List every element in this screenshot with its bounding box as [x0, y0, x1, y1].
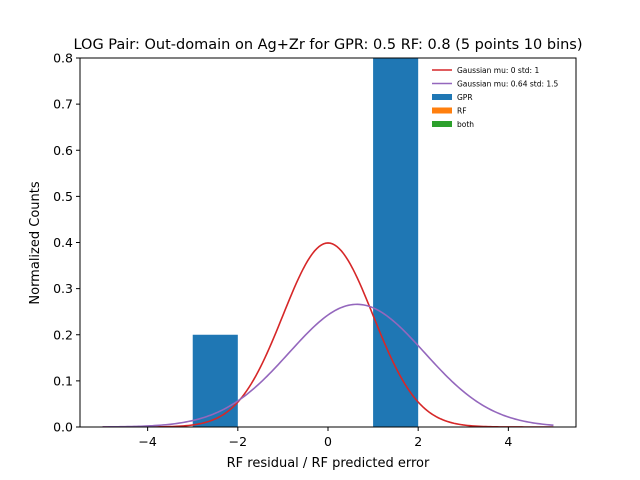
- gaussian-curve-2: [102, 303, 554, 427]
- x-tick-label: 2: [414, 434, 422, 449]
- y-tick-label: 0.3: [53, 281, 73, 296]
- legend: Gaussian mu: 0 std: 1 Gaussian mu: 0.64 s…: [432, 66, 559, 129]
- legend-patch-3: [432, 94, 452, 100]
- legend-patch-4: [432, 107, 452, 114]
- gaussian-curve-1: [102, 242, 554, 427]
- legend-label-3: GPR: [457, 93, 473, 102]
- y-tick-label: 0.2: [53, 327, 73, 342]
- x-tick-label: 4: [504, 434, 512, 449]
- histogram-bar-2: [373, 58, 419, 427]
- y-tick-label: 0.8: [53, 51, 73, 66]
- legend-label-4: RF: [457, 106, 467, 115]
- x-axis-label: RF residual / RF predicted error: [227, 456, 430, 471]
- y-axis-label: Normalized Counts: [28, 181, 43, 304]
- y-tick-label: 0.5: [53, 189, 73, 204]
- plot-area: −4 −2 0 2 4 0.0 0.1 0.2 0.3 0.4 0.5 0.6 0.7 0.8 Gaussi…: [53, 51, 577, 449]
- y-tick-label: 0.1: [53, 373, 73, 388]
- legend-label-2: Gaussian mu: 0.64 std: 1.5: [457, 79, 559, 88]
- chart-title: LOG Pair: Out-domain on Ag+Zr for GPR: 0…: [73, 37, 582, 53]
- histogram-bar-1: [192, 334, 238, 427]
- plot-clip-group: [102, 58, 554, 427]
- x-tick-label: 0: [324, 434, 332, 449]
- y-tick-label: 0.0: [53, 420, 73, 435]
- y-tick-label: 0.6: [53, 143, 73, 158]
- y-tick-label: 0.7: [53, 97, 73, 112]
- legend-label-5: both: [457, 120, 474, 129]
- legend-patch-5: [432, 121, 452, 127]
- y-tick-label: 0.4: [53, 235, 73, 250]
- legend-label-1: Gaussian mu: 0 std: 1: [457, 66, 539, 75]
- x-tick-label: −4: [138, 434, 156, 449]
- x-tick-label: −2: [229, 434, 247, 449]
